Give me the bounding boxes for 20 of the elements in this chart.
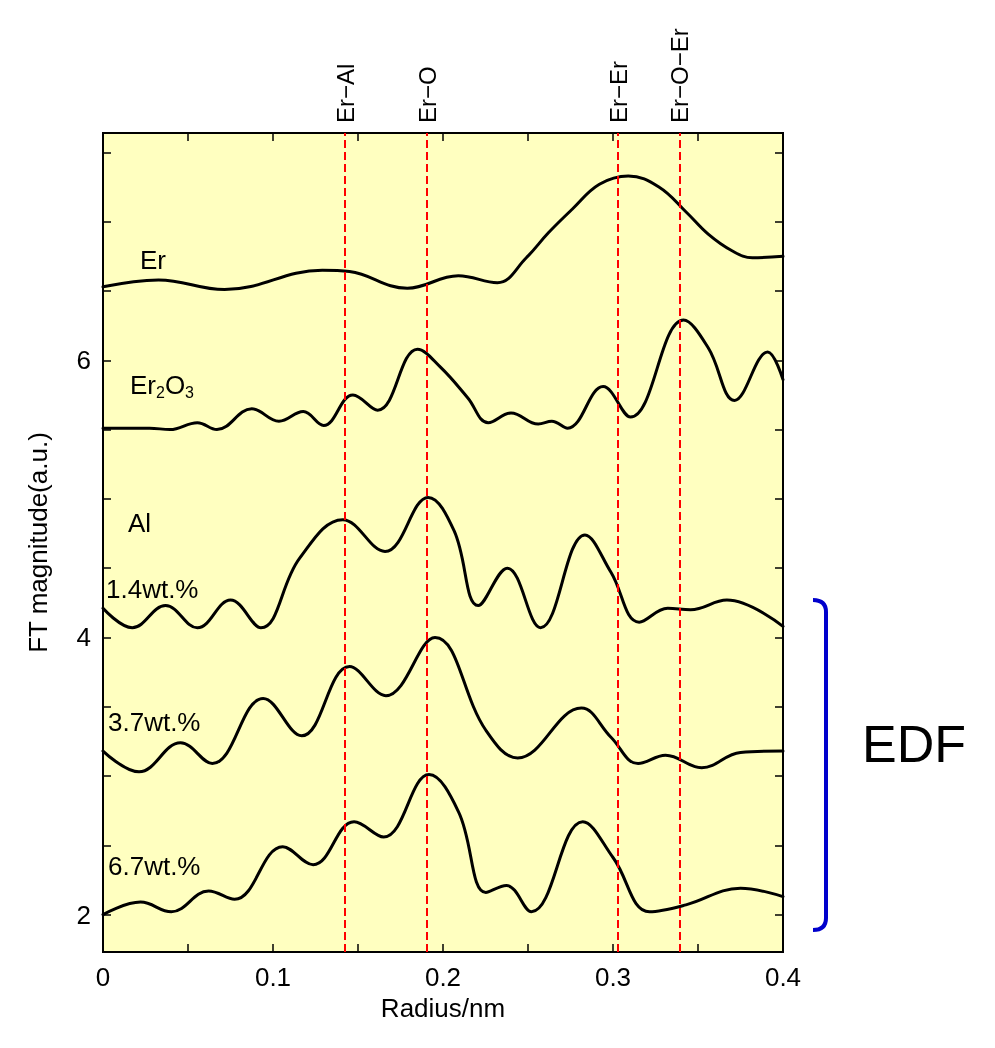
y-tick-label: 4 [76,622,91,653]
ref-line-label: Er−Al [331,63,359,123]
x-tick-label: 0.4 [764,962,802,992]
series-label: 1.4wt.% [106,574,199,605]
ref-line-label: Er−Er [604,60,632,123]
series-label: 3.7wt.% [108,707,201,738]
x-tick-label: 0.1 [254,962,292,992]
series-label: 6.7wt.% [108,850,201,881]
x-tick-label: 0.3 [594,962,632,992]
text: EDF [862,715,966,773]
x-tick-label: 0 [95,962,111,992]
x-tick-label: 0.2 [424,962,462,992]
ref-line-label: Er−O−Er [666,28,694,123]
y-tick-label: 2 [76,899,91,930]
annotation: Al [128,508,152,538]
series-label: Er [140,244,167,275]
y-axis-title: FT magnitude(a.u.) [23,432,53,653]
x-axis-title: Radius/nm [380,992,506,1023]
y-tick-label: 6 [76,345,91,376]
ref-line-label: Er−O [413,66,441,123]
